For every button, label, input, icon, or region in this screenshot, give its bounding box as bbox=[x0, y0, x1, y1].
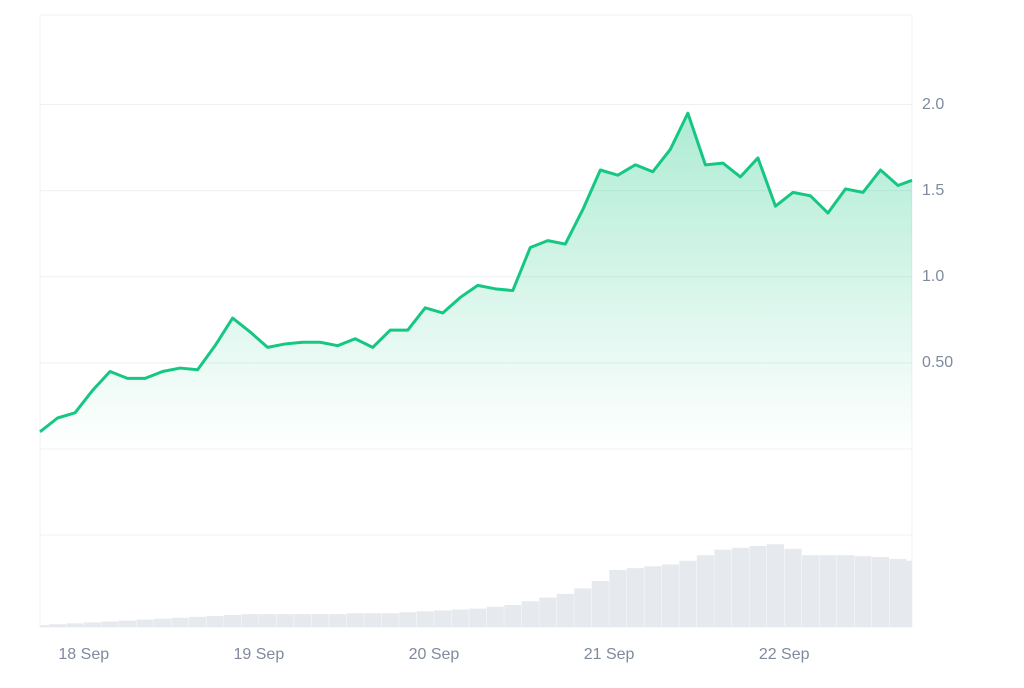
volume-bar bbox=[679, 560, 697, 627]
volume-bar bbox=[486, 606, 504, 627]
volume-bar bbox=[574, 588, 592, 627]
volume-bar bbox=[871, 557, 890, 627]
volume-bar bbox=[311, 614, 329, 627]
volume-bar bbox=[83, 622, 102, 627]
volume-bar bbox=[66, 623, 84, 627]
volume-bar bbox=[766, 544, 784, 627]
volume-bar bbox=[381, 613, 399, 627]
volume-bar bbox=[416, 611, 434, 627]
volume-bar bbox=[889, 558, 907, 627]
volume-bar bbox=[521, 601, 539, 627]
x-tick-label: 18 Sep bbox=[58, 646, 109, 663]
x-tick-label: 19 Sep bbox=[234, 646, 285, 663]
volume-bar bbox=[749, 546, 767, 627]
volume-bar bbox=[854, 556, 872, 627]
volume-bar bbox=[644, 566, 662, 627]
y-tick-label: 2.0 bbox=[922, 96, 944, 113]
volume-bar bbox=[469, 608, 487, 627]
volume-bar bbox=[434, 610, 452, 627]
volume-bar bbox=[346, 613, 364, 627]
volume-bar bbox=[136, 619, 154, 627]
volume-bar bbox=[364, 613, 382, 627]
volume-bar bbox=[731, 547, 749, 627]
volume-bar bbox=[714, 549, 732, 627]
volume-bar bbox=[189, 616, 207, 627]
volume-bar bbox=[903, 560, 912, 627]
volume-bar bbox=[154, 618, 172, 627]
volume-bar bbox=[609, 569, 627, 627]
volume-bar bbox=[626, 568, 644, 627]
volume-bar bbox=[539, 597, 557, 627]
x-tick-label: 20 Sep bbox=[409, 646, 460, 663]
volume-bar bbox=[556, 593, 574, 627]
volume-bar bbox=[259, 614, 277, 627]
volume-bar bbox=[591, 581, 609, 627]
volume-bar bbox=[276, 614, 294, 627]
volume-bar bbox=[784, 548, 802, 627]
volume-bar bbox=[101, 621, 119, 627]
volume-bar bbox=[504, 604, 522, 627]
volume-bar bbox=[836, 555, 855, 627]
volume-bar bbox=[329, 614, 347, 627]
volume-bar bbox=[819, 555, 837, 627]
volume-bar bbox=[40, 625, 58, 627]
volume-bar bbox=[696, 555, 714, 627]
y-tick-label: 1.5 bbox=[922, 182, 944, 199]
x-tick-label: 22 Sep bbox=[759, 646, 810, 663]
volume-bar bbox=[801, 555, 819, 627]
price-line bbox=[39, 111, 913, 433]
y-tick-label: 1.0 bbox=[922, 268, 944, 285]
volume-bar bbox=[451, 609, 469, 627]
y-tick-label: 0.50 bbox=[922, 354, 953, 371]
volume-bar bbox=[119, 620, 137, 627]
x-tick-label: 21 Sep bbox=[584, 646, 635, 663]
volume-bar bbox=[294, 614, 312, 627]
volume-bar bbox=[399, 612, 417, 627]
volume-bar bbox=[48, 624, 67, 627]
volume-bar bbox=[224, 615, 242, 627]
volume-bar bbox=[171, 617, 189, 627]
volume-bar bbox=[241, 614, 259, 627]
volume-bar bbox=[661, 564, 679, 627]
area bbox=[40, 113, 912, 450]
volume-bar bbox=[206, 615, 224, 627]
